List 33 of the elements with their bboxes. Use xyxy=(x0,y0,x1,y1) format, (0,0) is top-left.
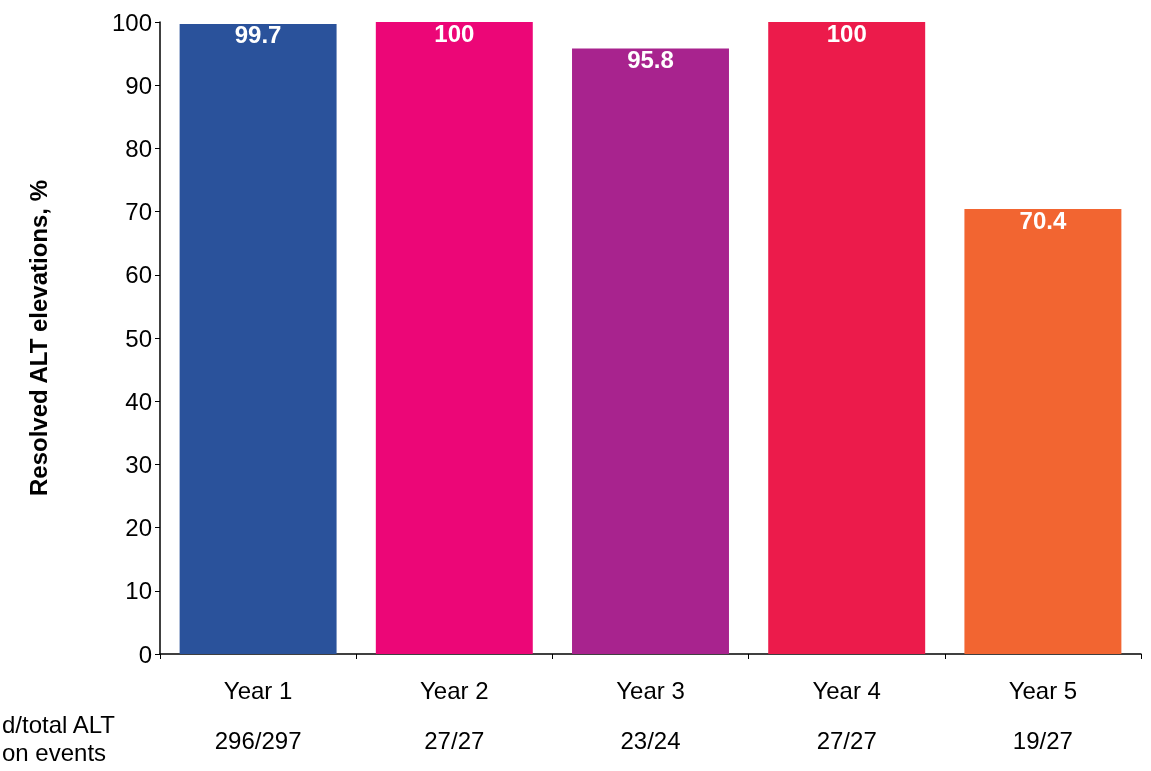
data-label: 70.4 xyxy=(1019,206,1067,234)
data-label: 95.8 xyxy=(627,46,674,74)
data-label: 100 xyxy=(826,19,867,47)
text: 23/24 xyxy=(620,726,681,754)
x-tick-label: Year 4 xyxy=(812,676,881,704)
data-label: 99.7 xyxy=(234,21,282,49)
bar xyxy=(768,22,926,654)
y-axis-title: Resolved ALT elevations, % xyxy=(24,179,52,497)
x-tick-label: Year 1 xyxy=(223,676,293,704)
x-tick-label: Year 3 xyxy=(616,676,685,704)
y-tick-label: 0 xyxy=(138,640,152,668)
y-tick-label: 70 xyxy=(125,198,152,226)
y-tick-label: 30 xyxy=(125,450,152,478)
y-tick-label: 100 xyxy=(111,8,152,36)
text: 19/27 xyxy=(1012,726,1073,754)
text: d/total ALT on events xyxy=(2,710,116,766)
x-tick-label: Year 2 xyxy=(420,676,489,704)
y-tick-label: 20 xyxy=(125,514,152,542)
y-tick-label: 90 xyxy=(125,71,152,99)
text: 27/27 xyxy=(816,726,877,754)
bar xyxy=(572,48,729,654)
y-tick-label: 80 xyxy=(125,134,152,162)
bar xyxy=(179,23,337,654)
data-label: 100 xyxy=(434,19,475,47)
bar xyxy=(964,209,1122,654)
y-tick-label: 40 xyxy=(125,387,152,415)
y-tick-label: 60 xyxy=(125,261,152,289)
bar xyxy=(375,22,533,654)
y-tick-label: 50 xyxy=(125,324,152,352)
y-tick-label: 10 xyxy=(125,577,152,605)
text: 27/27 xyxy=(424,726,485,754)
text: 296/297 xyxy=(214,726,302,754)
x-tick-label: Year 5 xyxy=(1008,676,1078,704)
